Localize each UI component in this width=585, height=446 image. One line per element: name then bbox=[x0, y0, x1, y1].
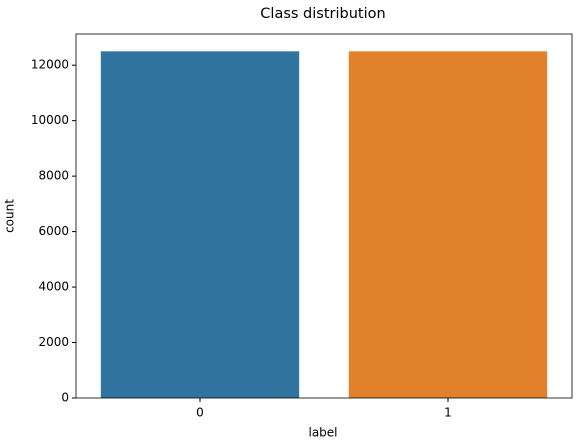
y-tick-label: 10000 bbox=[31, 113, 69, 127]
bar bbox=[100, 51, 300, 398]
y-tick-label: 0 bbox=[61, 391, 69, 405]
y-tick-label: 4000 bbox=[38, 280, 69, 294]
y-axis-label: count bbox=[3, 199, 17, 233]
x-tick-label: 0 bbox=[196, 406, 204, 420]
x-tick-label: 1 bbox=[444, 406, 452, 420]
x-axis-label: label bbox=[308, 426, 337, 440]
y-tick-label: 8000 bbox=[38, 169, 69, 183]
y-tick-label: 2000 bbox=[38, 335, 69, 349]
y-tick-label: 6000 bbox=[38, 224, 69, 238]
bar bbox=[348, 51, 548, 398]
axes-frame bbox=[75, 33, 573, 399]
chart-title: Class distribution bbox=[260, 6, 385, 22]
y-tick-label: 12000 bbox=[31, 58, 69, 72]
